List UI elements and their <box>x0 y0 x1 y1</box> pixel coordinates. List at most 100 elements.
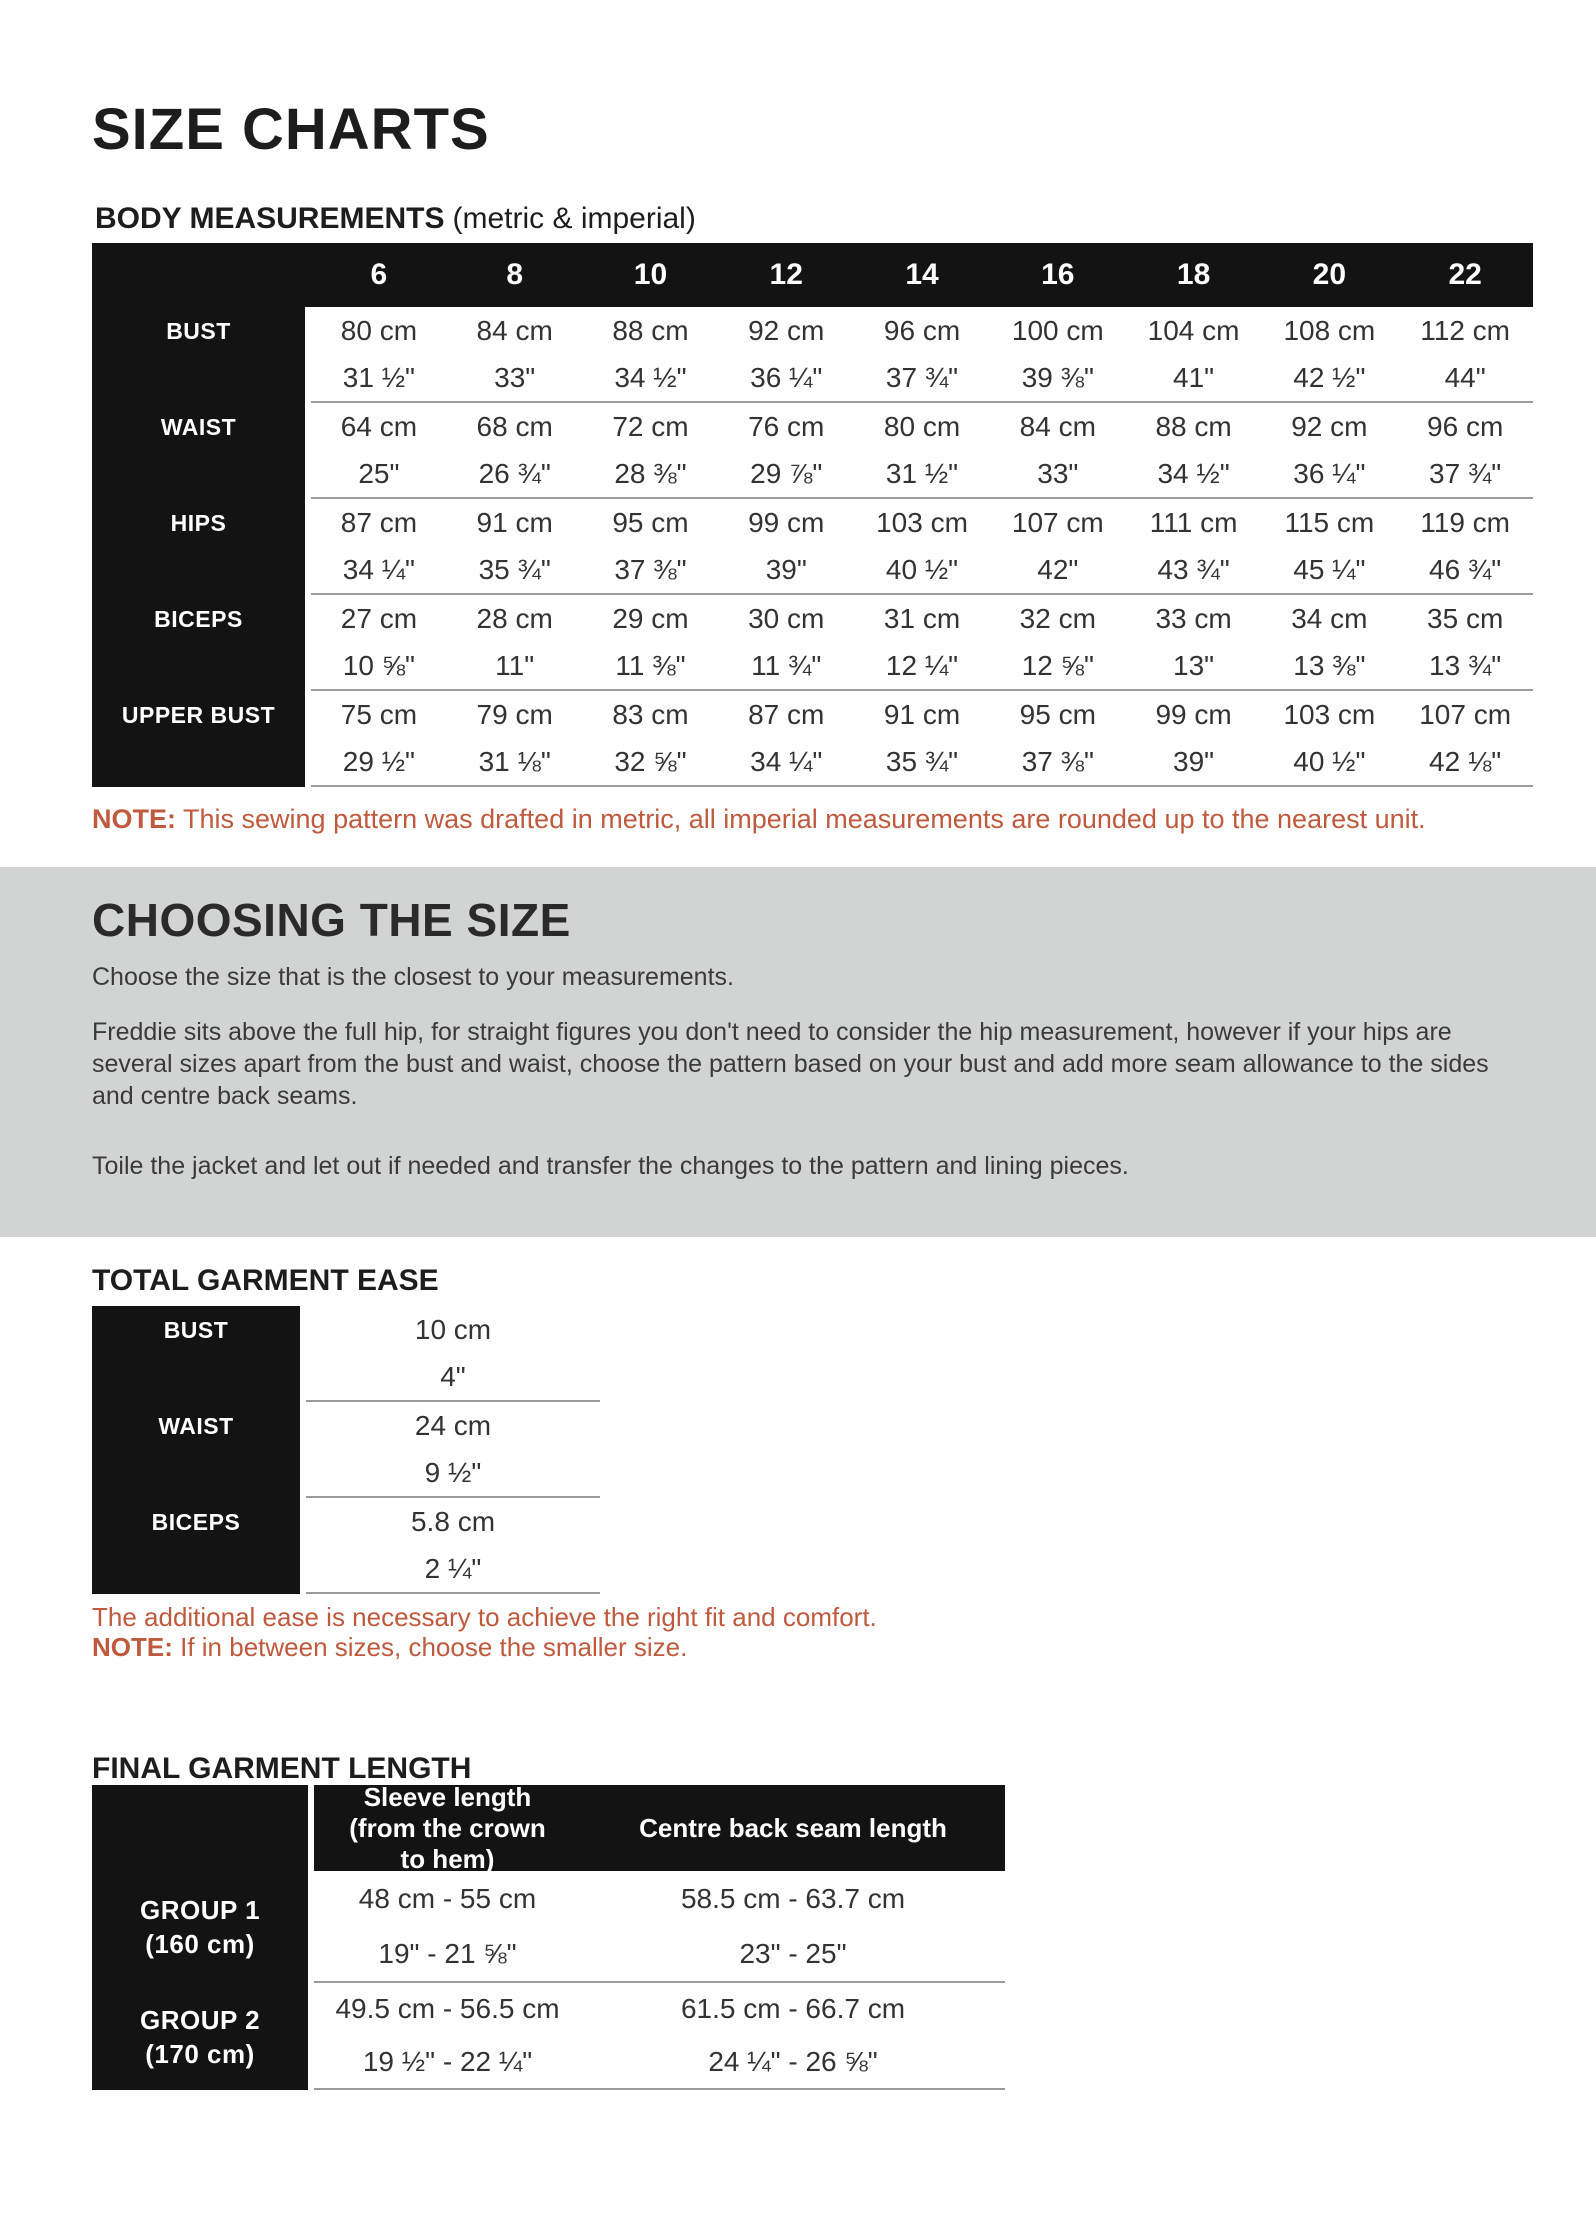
group-2-back-imperial: 24 ¼" - 26 ⅝" <box>708 2045 878 2077</box>
bust-imperial-value: 44" <box>1444 361 1486 393</box>
choosing-heading: CHOOSING THE SIZE <box>92 894 571 946</box>
biceps-metric-value: 32 cm <box>1019 602 1096 634</box>
column-divider <box>305 307 311 787</box>
upper-bust-metric-value: 75 cm <box>340 698 418 730</box>
bust-imperial-value: 36 ¼" <box>750 361 823 393</box>
bust-imperial-value: 37 ¾" <box>885 361 959 393</box>
size-header: 10 <box>633 258 668 291</box>
upper-bust-metric-value: 95 cm <box>1019 698 1096 730</box>
hips-metric-value: 119 cm <box>1420 506 1511 538</box>
biceps-metric-row: 27 cm 28 cm 29 cm 30 cm 31 cm 32 cm 33 c… <box>311 595 1533 642</box>
biceps-imperial-value: 13" <box>1173 649 1215 681</box>
waist-imperial-value: 26 ¾" <box>478 457 551 489</box>
hips-imperial-value: 40 ½" <box>885 553 959 585</box>
biceps-metric-value: 29 cm <box>612 602 689 634</box>
bust-metric-row: 80 cm 84 cm 88 cm 92 cm 96 cm 100 cm 104… <box>311 307 1533 354</box>
bust-metric-value: 100 cm <box>1011 314 1104 346</box>
row-label-hips: HIPS <box>170 509 227 536</box>
waist-metric-value: 68 cm <box>476 410 553 442</box>
body-measurements-heading: BODY MEASUREMENTS (metric & imperial) <box>95 202 696 236</box>
size-header: 22 <box>1448 258 1482 291</box>
biceps-group: 27 cm 28 cm 29 cm 30 cm 31 cm 32 cm 33 c… <box>311 595 1533 691</box>
upper-bust-metric-value: 99 cm <box>1155 698 1232 730</box>
biceps-imperial-row: 10 ⅝" 11" 11 ⅜" 11 ¾" 12 ¼" 12 ⅝" 13" 13… <box>311 642 1533 689</box>
hips-metric-value: 103 cm <box>876 506 968 538</box>
waist-metric-value: 76 cm <box>748 410 825 442</box>
group-1-height: (160 cm) <box>145 1929 255 1959</box>
biceps-imperial-value: 11 ⅜" <box>615 649 686 681</box>
choosing-paragraph-3: Toile the jacket and let out if needed a… <box>92 1152 1129 1180</box>
hips-metric-value: 107 cm <box>1011 506 1104 538</box>
biceps-metric-value: 31 cm <box>883 602 961 634</box>
ease-bust-metric: 10 cm <box>414 1313 492 1345</box>
upper-bust-imperial-row: 29 ½" 31 ⅛" 32 ⅝" 34 ¼" 35 ¾" 37 ⅜" 39" … <box>311 738 1533 785</box>
waist-metric-value: 92 cm <box>1291 410 1368 442</box>
upper-bust-metric-value: 107 cm <box>1419 698 1512 730</box>
waist-metric-value: 96 cm <box>1427 410 1504 442</box>
group-1-label: GROUP 1 (160 cm) <box>92 1871 308 1983</box>
size-header: 8 <box>506 258 524 291</box>
size-header-row: 6 8 10 12 14 16 18 20 22 <box>92 243 1533 307</box>
choosing-paragraph-1: Choose the size that is the closest to y… <box>92 963 734 991</box>
hips-imperial-value: 46 ¾" <box>1429 553 1502 585</box>
biceps-imperial-value: 13 ⅜" <box>1293 649 1366 681</box>
ease-note-text: If in between sizes, choose the smaller … <box>172 1632 688 1662</box>
biceps-imperial-value: 13 ¾" <box>1429 649 1502 681</box>
hips-metric-value: 111 cm <box>1149 506 1238 538</box>
bust-imperial-value: 31 ½" <box>342 361 415 393</box>
hips-imperial-value: 35 ¾" <box>478 553 551 585</box>
column-divider <box>300 1306 306 1594</box>
hips-imperial-value: 39" <box>765 553 807 585</box>
bust-metric-value: 92 cm <box>748 314 825 346</box>
ease-label-biceps: BICEPS <box>151 1508 241 1535</box>
body-measurements-heading-normal: (metric & imperial) <box>452 202 696 235</box>
ease-bust-group: 10 cm 4" <box>306 1306 600 1402</box>
hips-imperial-value: 43 ¾" <box>1157 553 1230 585</box>
garment-length-header: Sleeve length (from the crown to hem) Ce… <box>314 1781 1005 1874</box>
size-header: 6 <box>370 258 388 291</box>
waist-metric-row: 64 cm 68 cm 72 cm 76 cm 80 cm 84 cm 88 c… <box>311 403 1533 450</box>
measurement-grid: 80 cm 84 cm 88 cm 92 cm 96 cm 100 cm 104… <box>311 307 1533 787</box>
upper-bust-metric-value: 103 cm <box>1283 698 1376 730</box>
group-2-label: GROUP 2 (170 cm) <box>92 1983 308 2090</box>
waist-imperial-value: 37 ¾" <box>1429 457 1502 489</box>
size-header: 14 <box>905 258 939 291</box>
waist-imperial-value: 31 ½" <box>885 457 959 489</box>
biceps-metric-value: 27 cm <box>340 602 418 634</box>
garment-length-heading: FINAL GARMENT LENGTH <box>92 1752 472 1785</box>
column-divider <box>308 1785 314 2090</box>
bust-metric-value: 104 cm <box>1147 314 1240 346</box>
waist-imperial-value: 36 ¼" <box>1293 457 1366 489</box>
group-1-metric-row: 48 cm - 55 cm 58.5 cm - 63.7 cm <box>314 1871 1005 1926</box>
header-spacer <box>92 1785 308 1871</box>
page-title: SIZE CHARTS <box>92 97 490 162</box>
waist-imperial-value: 34 ½" <box>1157 457 1230 489</box>
ease-biceps-metric: 5.8 cm <box>410 1505 496 1537</box>
garment-length-values: Sleeve length (from the crown to hem) Ce… <box>314 1781 1005 2090</box>
ease-waist-metric: 24 cm <box>414 1409 492 1441</box>
ease-label-bust: BUST <box>163 1316 229 1343</box>
group-label-column: GROUP 1 (160 cm) GROUP 2 (170 cm) <box>92 1785 308 2090</box>
upper-bust-imperial-value: 32 ⅝" <box>614 745 687 777</box>
upper-bust-metric-row: 75 cm 79 cm 83 cm 87 cm 91 cm 95 cm 99 c… <box>311 691 1533 738</box>
sleeve-length-header: Sleeve length (from the crown to hem) <box>349 1781 546 1874</box>
waist-imperial-value: 33" <box>1037 457 1079 489</box>
biceps-metric-value: 35 cm <box>1427 602 1504 634</box>
upper-bust-imperial-value: 37 ⅜" <box>1021 745 1094 777</box>
choosing-paragraph-2: Freddie sits above the full hip, for str… <box>92 1018 1489 1110</box>
ease-biceps-imperial: 2 ¼" <box>424 1552 482 1584</box>
upper-bust-metric-value: 91 cm <box>883 698 961 730</box>
hips-metric-value: 91 cm <box>476 506 553 538</box>
upper-bust-imperial-value: 42 ⅛" <box>1429 745 1502 777</box>
waist-imperial-value: 25" <box>358 457 400 489</box>
size-header: 12 <box>769 258 803 291</box>
group-1-imperial-row: 19" - 21 ⅝" 23" - 25" <box>314 1926 1005 1981</box>
bust-metric-value: 108 cm <box>1283 314 1376 346</box>
hips-metric-value: 99 cm <box>748 506 825 538</box>
waist-metric-value: 88 cm <box>1155 410 1232 442</box>
upper-bust-metric-value: 79 cm <box>476 698 553 730</box>
ease-bust-imperial: 4" <box>440 1360 466 1392</box>
bust-metric-value: 84 cm <box>476 314 553 346</box>
garment-ease-table: BUST WAIST BICEPS 10 cm 4" 24 cm 9 ½" 5.… <box>92 1306 600 1594</box>
